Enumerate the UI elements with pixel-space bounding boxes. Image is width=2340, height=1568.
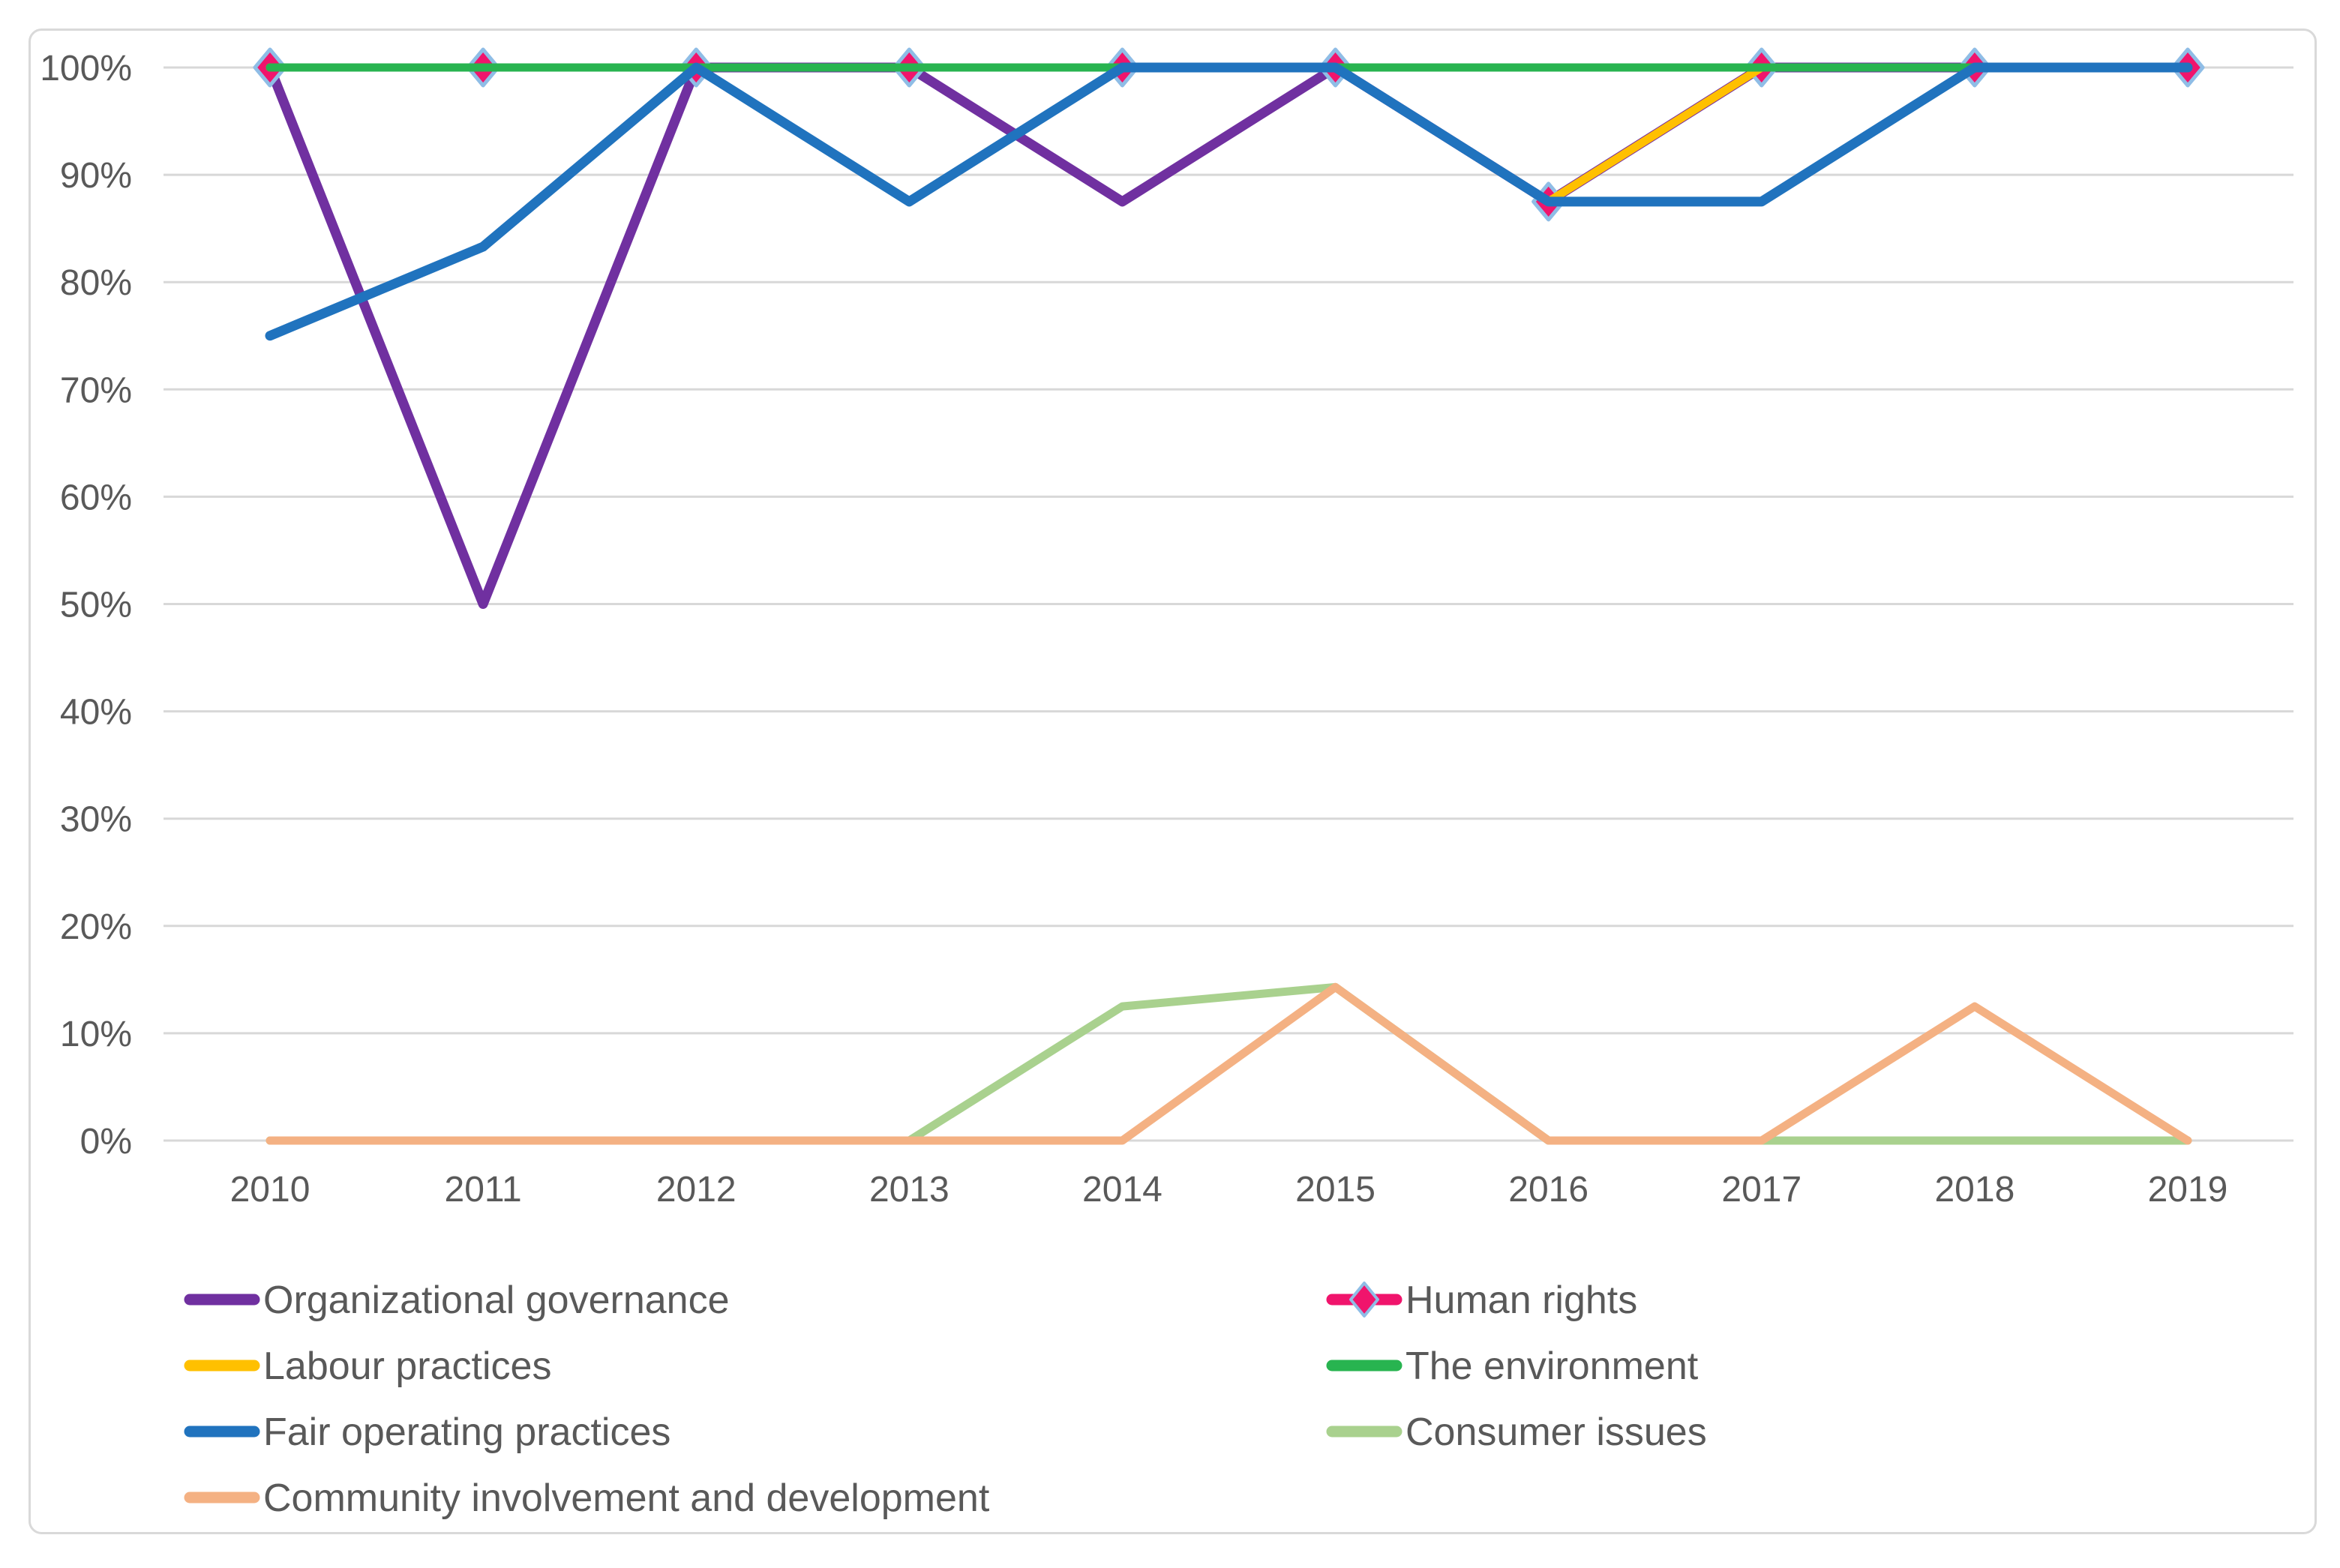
y-tick-0: 0% [80, 1122, 132, 1162]
legend-label-fair-operating-practices: Fair operating practices [263, 1411, 670, 1454]
legend-item-the-environment: The environment [1326, 1345, 1699, 1388]
plot-series [253, 47, 2205, 1145]
x-tick-2018: 2018 [1934, 1170, 2014, 1210]
legend-item-consumer-issues: Consumer issues [1326, 1411, 1707, 1454]
y-tick-50: 50% [60, 586, 132, 625]
x-tick-2017: 2017 [1721, 1170, 1802, 1210]
x-tick-2011: 2011 [445, 1170, 522, 1210]
legend: Organizational governance Labour practice… [184, 1279, 1707, 1520]
legend-item-fair-operating-practices: Fair operating practices [184, 1411, 670, 1454]
x-tick-2016: 2016 [1508, 1170, 1588, 1210]
legend-marker-human-rights [1349, 1282, 1379, 1318]
y-tick-20: 20% [60, 907, 132, 947]
y-tick-10: 10% [60, 1015, 132, 1054]
x-tick-2010: 2010 [230, 1170, 310, 1210]
y-tick-100: 100% [40, 49, 132, 88]
legend-label-organizational-governance: Organizational governance [263, 1279, 730, 1322]
y-tick-60: 60% [60, 478, 132, 517]
legend-label-consumer-issues: Consumer issues [1406, 1411, 1707, 1454]
legend-item-human-rights: Human rights [1326, 1279, 1637, 1322]
x-tick-2014: 2014 [1082, 1170, 1162, 1210]
legend-label-human-rights: Human rights [1406, 1279, 1637, 1322]
series-line-community-involvement-and-development [266, 982, 2192, 1145]
y-tick-30: 30% [60, 800, 132, 840]
legend-item-organizational-governance: Organizational governance [184, 1279, 730, 1322]
y-tick-40: 40% [60, 693, 132, 733]
y-tick-80: 80% [60, 263, 132, 303]
x-tick-2015: 2015 [1295, 1170, 1376, 1210]
y-tick-90: 90% [60, 156, 132, 196]
y-tick-70: 70% [60, 370, 132, 410]
legend-item-labour-practices: Labour practices [184, 1345, 551, 1388]
legend-item-community-involvement-and-development: Community involvement and development [184, 1477, 990, 1520]
legend-label-community-involvement-and-development: Community involvement and development [263, 1477, 990, 1520]
x-tick-2013: 2013 [869, 1170, 950, 1210]
y-axis-tick-labels: 0% 10% 20% 30% 40% 50% 60% 70% 80% 90% 100% [40, 49, 132, 1162]
chart-frame [28, 28, 2317, 1534]
legend-label-the-environment: The environment [1406, 1345, 1699, 1388]
x-axis-tick-labels: 2010 2011 2012 2013 2014 2015 2016 2017 2018 2019 [230, 1170, 2228, 1210]
x-tick-2019: 2019 [2148, 1170, 2228, 1210]
x-tick-2012: 2012 [656, 1170, 736, 1210]
series-line-fair-operating-practices [265, 62, 2193, 341]
legend-label-labour-practices: Labour practices [263, 1345, 551, 1388]
